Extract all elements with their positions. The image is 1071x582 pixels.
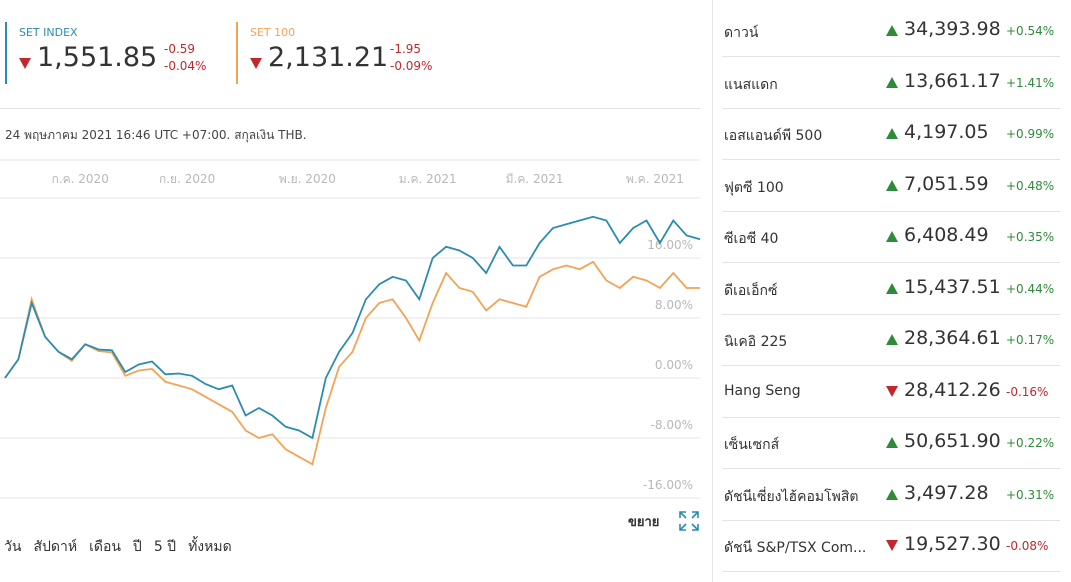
market-name: ดาวน์	[724, 25, 759, 41]
range-button[interactable]: ทั้งหมด	[188, 539, 232, 555]
market-change: +0.17%	[1006, 333, 1055, 347]
timestamp: 24 พฤษภาคม 2021 16:46 UTC +07:00. สกุลเง…	[5, 128, 307, 142]
direction-arrow	[886, 76, 898, 88]
x-tick-label: พ.ย. 2020	[279, 172, 336, 186]
market-change: -0.16%	[1006, 384, 1049, 399]
market-change: +0.99%	[1006, 127, 1055, 141]
change-pct: -0.04%	[164, 59, 207, 73]
change-pct: -0.09%	[390, 59, 433, 73]
market-name: ฟุตซี 100	[724, 179, 784, 196]
index-card[interactable]: SET 100 2,131.21 -1.95 -0.09%	[236, 22, 432, 84]
market-row[interactable]: ดัชนี S&P/TSX Com... 19,527.30 -0.08%	[722, 520, 1060, 572]
market-value: 15,437.51	[904, 275, 1001, 298]
range-button[interactable]: เดือน	[89, 539, 121, 555]
market-value: 19,527.30	[904, 533, 1001, 555]
market-name: ดัชนี S&P/TSX Com...	[724, 540, 867, 556]
range-button[interactable]: วัน	[4, 539, 22, 555]
direction-arrow	[886, 128, 898, 139]
index-change: -0.59 -0.04%	[164, 41, 206, 75]
direction-arrow	[886, 179, 898, 191]
market-name: เซ็นเซกส์	[724, 437, 780, 453]
y-tick-label: -16.00%	[643, 478, 693, 492]
market-value: 7,051.59	[904, 172, 989, 195]
direction-arrow	[886, 385, 898, 397]
market-value: 4,197.05	[904, 121, 989, 143]
x-tick-label: ก.ค. 2020	[52, 172, 109, 186]
market-row[interactable]: เซ็นเซกส์ 50,651.90 +0.22%	[722, 417, 1060, 469]
market-name: ดีเอเอ็กซ์	[724, 282, 778, 299]
market-name: ซีเอซี 40	[724, 231, 779, 247]
market-row[interactable]: นิเคอิ 225 28,364.61 +0.17%	[722, 314, 1060, 366]
y-tick-label: 0.00%	[655, 358, 693, 372]
y-tick-label: 8.00%	[655, 298, 693, 312]
market-row[interactable]: ดีเอเอ็กซ์ 15,437.51 +0.44%	[722, 263, 1060, 315]
direction-arrow	[886, 25, 898, 36]
index-value: 2,131.21	[268, 42, 389, 73]
market-value: 6,408.49	[904, 224, 989, 246]
divider	[0, 108, 700, 109]
x-tick-label: ก.ย. 2020	[159, 172, 215, 186]
x-tick-label: พ.ค. 2021	[626, 172, 684, 186]
market-row[interactable]: ดาวน์ 34,393.98 +0.54%	[722, 5, 1060, 57]
market-row[interactable]: ซีเอซี 40 6,408.49 +0.35%	[722, 211, 1060, 263]
series-line	[4, 215, 701, 440]
market-change: +0.48%	[1006, 178, 1055, 193]
market-change: +0.54%	[1006, 24, 1055, 38]
market-name: Hang Seng	[724, 382, 801, 399]
y-tick-label: 16.00%	[647, 238, 693, 252]
direction-arrow	[250, 58, 262, 69]
direction-arrow	[886, 282, 898, 294]
market-value: 50,651.90	[904, 430, 1001, 452]
direction-arrow	[886, 231, 898, 242]
series-line	[4, 260, 700, 466]
market-value: 28,364.61	[904, 327, 1001, 349]
range-button[interactable]: ปี	[132, 539, 142, 555]
market-name: แนสแดก	[724, 76, 778, 93]
market-change: +0.31%	[1006, 487, 1055, 502]
range-button[interactable]: สัปดาห์	[33, 539, 78, 555]
market-value: 13,661.17	[904, 69, 1001, 92]
direction-arrow	[886, 437, 898, 448]
change: -0.59	[164, 42, 196, 56]
market-row[interactable]: เอสแอนด์พี 500 4,197.05 +0.99%	[722, 108, 1060, 160]
index-name: SET 100	[250, 26, 296, 39]
index-value: 1,551.85	[37, 42, 158, 73]
market-row[interactable]: Hang Seng 28,412.26 -0.16%	[722, 366, 1060, 418]
market-change: +1.41%	[1006, 75, 1055, 90]
market-name: ดัชนีเซี่ยงไฮ้คอมโพสิต	[724, 488, 859, 505]
market-change: +0.22%	[1006, 436, 1055, 450]
range-button[interactable]: 5 ปี	[153, 539, 177, 555]
x-tick-label: ม.ค. 2021	[399, 172, 457, 186]
y-tick-label: -8.00%	[651, 418, 693, 432]
market-row[interactable]: ฟุตซี 100 7,051.59 +0.48%	[722, 160, 1060, 212]
direction-arrow	[19, 58, 31, 69]
market-change: +0.44%	[1006, 281, 1055, 296]
x-tick-label: มี.ค. 2021	[506, 172, 564, 186]
index-card[interactable]: SET INDEX 1,551.85 -0.59 -0.04%	[5, 22, 206, 84]
chart: 16.00% 8.00% 0.00% -8.00% -16.00% ก.ค. 2020 ก.…	[0, 159, 701, 499]
market-change: +0.35%	[1006, 230, 1055, 244]
index-change: -1.95 -0.09%	[390, 41, 432, 75]
market-change: -0.08%	[1006, 539, 1049, 553]
panel-divider	[712, 0, 713, 582]
expand-link[interactable]: ขยาย	[628, 515, 660, 530]
direction-arrow	[886, 334, 898, 345]
market-value: 34,393.98	[904, 18, 1001, 40]
market-name: เอสแอนด์พี 500	[724, 128, 823, 144]
direction-arrow	[886, 488, 898, 500]
market-row[interactable]: แนสแดก 13,661.17 +1.41%	[722, 57, 1060, 109]
change: -1.95	[390, 42, 422, 56]
index-name: SET INDEX	[19, 26, 78, 39]
market-name: นิเคอิ 225	[724, 334, 788, 350]
expand-icon[interactable]	[678, 510, 700, 532]
market-value: 3,497.28	[904, 481, 989, 504]
range-buttons: วัน สัปดาห์ เดือน ปี 5 ปี ทั้งหมด	[4, 536, 232, 558]
market-value: 28,412.26	[904, 378, 1001, 401]
direction-arrow	[886, 540, 898, 551]
market-row[interactable]: ดัชนีเซี่ยงไฮ้คอมโพสิต 3,497.28 +0.31%	[722, 469, 1060, 521]
